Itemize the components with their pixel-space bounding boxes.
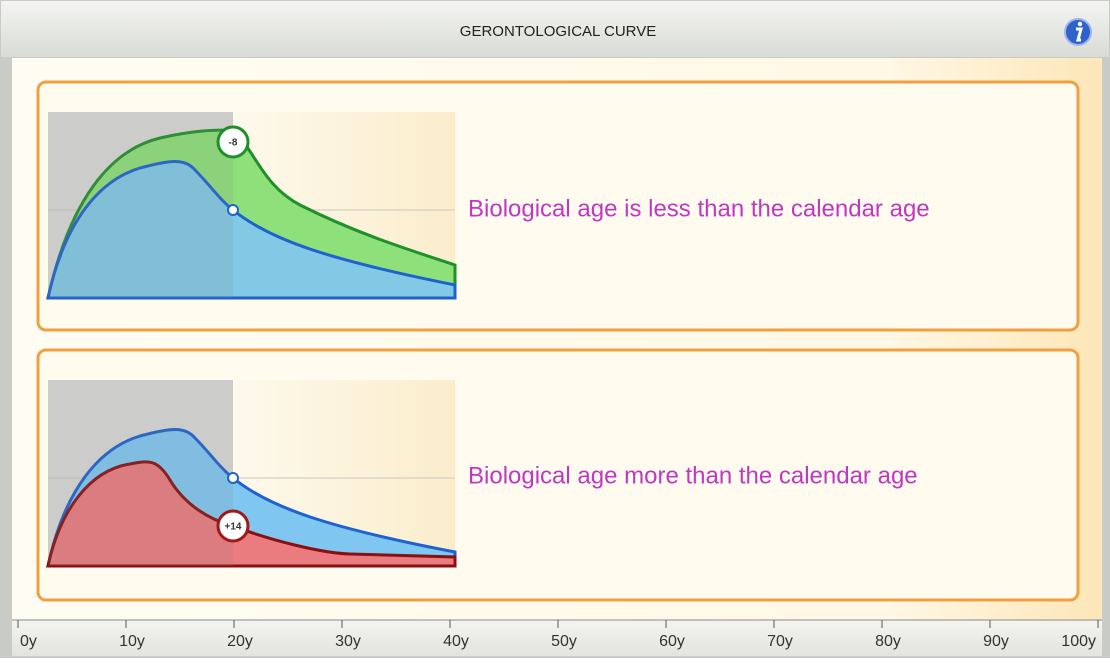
- axis-label: 20y: [227, 633, 253, 650]
- mini-chart: -8: [46, 112, 457, 300]
- axis-label: 40y: [443, 633, 469, 650]
- axis-label: 0y: [20, 633, 37, 650]
- axis-label: 90y: [983, 633, 1009, 650]
- axis-label: 50y: [551, 633, 577, 650]
- window-title: GERONTOLOGICAL CURVE: [460, 23, 656, 40]
- axis-label: 80y: [875, 633, 901, 650]
- age-axis: [12, 620, 1102, 656]
- badge: -8: [229, 138, 238, 149]
- mini-chart: +14: [46, 380, 457, 568]
- axis-label: 10y: [119, 633, 145, 650]
- title-bar: [1, 1, 1109, 57]
- badge: +14: [225, 522, 242, 533]
- axis-label: 60y: [659, 633, 685, 650]
- axis-label: 30y: [335, 633, 361, 650]
- axis-label: 70y: [767, 633, 793, 650]
- axis-labels: 0y 10y 20y 30y 40y 50y 60y 70y 80y 90y 100y: [17, 620, 1099, 650]
- panel-text: Biological age more than the calendar ag…: [468, 462, 918, 489]
- axis-label: 100y: [1061, 633, 1096, 650]
- panel-text: Biological age is less than the calendar…: [468, 195, 930, 222]
- info-button[interactable]: [1064, 18, 1092, 46]
